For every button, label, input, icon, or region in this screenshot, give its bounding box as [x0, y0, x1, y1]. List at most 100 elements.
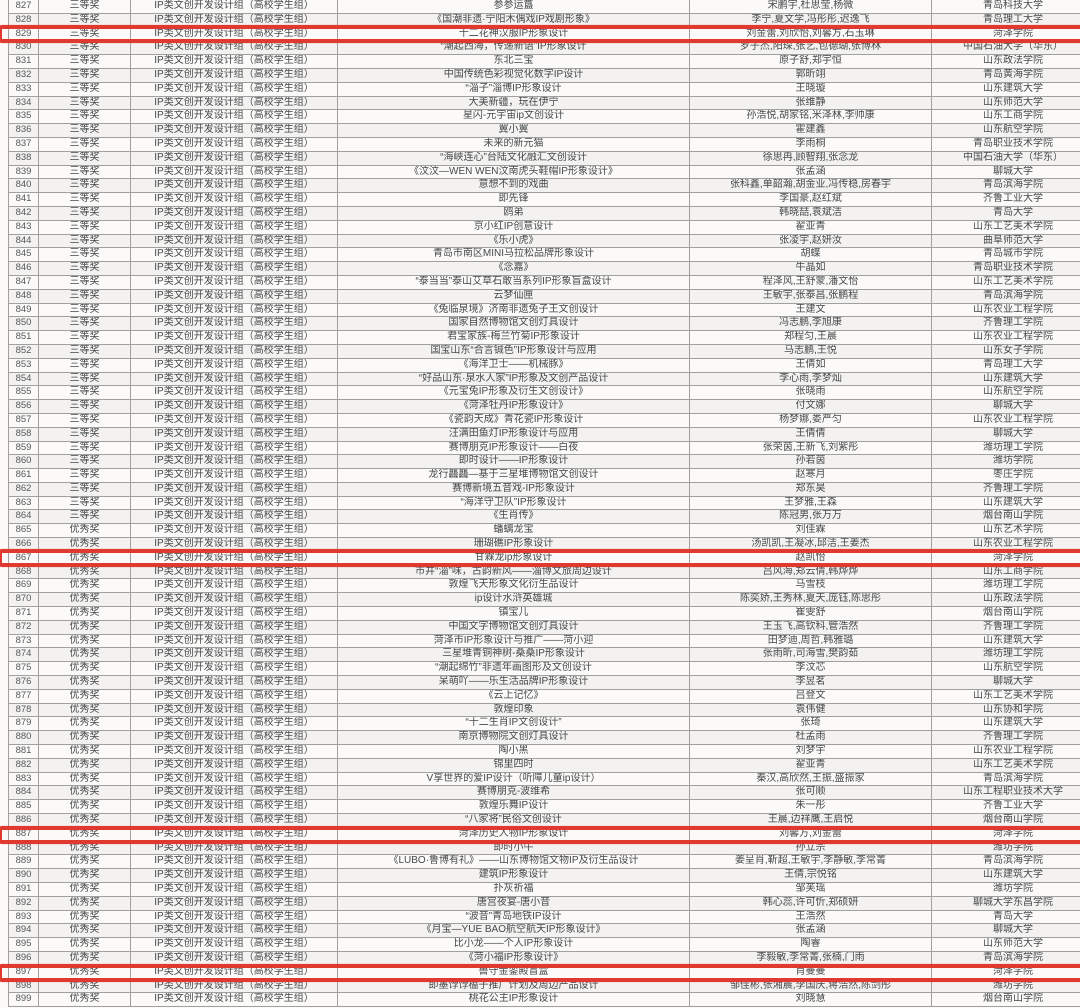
- cell-school: 潍坊理工学院: [931, 440, 1080, 456]
- cell-authors: 郑程匀,王晨: [689, 330, 932, 345]
- cell-work-title: 《海洋卫士——机械豚》: [337, 357, 690, 373]
- cell-work-title: “潮起西海，传递新语”IP形象设计: [337, 40, 690, 56]
- cell-award-level: 三等奖: [38, 205, 131, 221]
- cell-category: IP类文创开发设计组（高校学生组）: [130, 109, 338, 125]
- cell-row-number: 897: [8, 964, 39, 980]
- cell-category: IP类文创开发设计组（高校学生组）: [130, 578, 338, 594]
- cell-award-level: 三等奖: [38, 399, 131, 414]
- cell-school: 聊城大学: [931, 675, 1080, 690]
- cell-award-level: 三等奖: [38, 468, 131, 483]
- cell-school: 潍坊学院: [931, 978, 1080, 994]
- awards-table-wrap: 827 三等奖 IP类文创开发设计组（高校学生组） 参参运簋 宋鹏宇,杜思莹,杨…: [8, 0, 1080, 1008]
- cell-category: IP类文创开发设计组（高校学生组）: [130, 67, 338, 83]
- cell-award-level: 优秀奖: [38, 550, 131, 566]
- cell-authors: 陈冠男,张万万: [689, 509, 932, 525]
- cell-category: IP类文创开发设计组（高校学生组）: [130, 81, 338, 97]
- cell-authors: 冯志鹏,李旭康: [689, 316, 932, 332]
- cell-school: 聊城大学: [931, 399, 1080, 414]
- cell-school: 山东航空学院: [931, 385, 1080, 401]
- cell-category: IP类文创开发设计组（高校学生组）: [130, 509, 338, 525]
- cell-work-title: 未来的新元猫: [337, 136, 690, 152]
- cell-category: IP类文创开发设计组（高校学生组）: [130, 343, 338, 359]
- cell-category: IP类文创开发设计组（高校学生组）: [130, 192, 338, 207]
- cell-work-title: 建筑IP形象设计: [337, 868, 690, 883]
- cell-row-number: 860: [8, 454, 39, 470]
- cell-work-title: 市井“淄”味，古韵新风——淄博文旅周边设计: [337, 564, 690, 580]
- table-row: 835 三等奖 IP类文创开发设计组（高校学生组） 星闪-元宇宙ip文创设计 孙…: [8, 109, 1080, 125]
- table-row: 869 优秀奖 IP类文创开发设计组（高校学生组） 敦煌飞天形象文化衍生品设计 …: [8, 578, 1080, 594]
- cell-row-number: 880: [8, 730, 39, 746]
- cell-work-title: 菏泽历史人物IP形象设计: [337, 826, 690, 842]
- cell-work-title: 南京博物院文创灯具设计: [337, 730, 690, 746]
- cell-work-title: 敦煌乐舞IP设计: [337, 799, 690, 815]
- cell-award-level: 优秀奖: [38, 633, 131, 649]
- cell-category: IP类文创开发设计组（高校学生组）: [130, 757, 338, 773]
- cell-school: 烟台南山学院: [931, 992, 1080, 1008]
- cell-category: IP类文创开发设计组（高校学生组）: [130, 385, 338, 401]
- cell-school: 青岛职业技术学院: [931, 261, 1080, 276]
- cell-school: 山东工艺美术学院: [931, 219, 1080, 235]
- cell-work-title: “海峡连心”台陆文化融汇文创设计: [337, 150, 690, 166]
- cell-category: IP类文创开发设计组（高校学生组）: [130, 688, 338, 704]
- cell-authors: 秦汉,高欣然,王振,盛振家: [689, 771, 932, 787]
- table-row: 892 优秀奖 IP类文创开发设计组（高校学生组） 唐宫夜宴-唐小音 韩心蕊,许…: [8, 895, 1080, 911]
- table-row: 894 优秀奖 IP类文创开发设计组（高校学生组） 《月宝—YUE BAO航空航…: [8, 923, 1080, 939]
- cell-work-title: 《云上记忆》: [337, 688, 690, 704]
- cell-row-number: 828: [8, 12, 39, 28]
- cell-work-title: 桃花公主IP形象设计: [337, 992, 690, 1008]
- cell-authors: 郭昕翊: [689, 67, 932, 83]
- cell-category: IP类文创开发设计组（高校学生组）: [130, 606, 338, 621]
- cell-row-number: 871: [8, 606, 39, 621]
- table-row: 893 优秀奖 IP类文创开发设计组（高校学生组） “波音”青岛地铁IP设计 王…: [8, 909, 1080, 925]
- cell-row-number: 863: [8, 495, 39, 511]
- cell-authors: 邹芙瑶: [689, 882, 932, 897]
- cell-category: IP类文创开发设计组（高校学生组）: [130, 730, 338, 746]
- cell-category: IP类文创开发设计组（高校学生组）: [130, 978, 338, 994]
- table-row: 880 优秀奖 IP类文创开发设计组（高校学生组） 南京博物院文创灯具设计 杜孟…: [8, 730, 1080, 746]
- awards-table: 827 三等奖 IP类文创开发设计组（高校学生组） 参参运簋 宋鹏宇,杜思莹,杨…: [8, 0, 1080, 1008]
- cell-authors: 王倩,宗悦铭: [689, 868, 932, 883]
- cell-category: IP类文创开发设计组（高校学生组）: [130, 716, 338, 732]
- cell-school: 潍坊学院: [931, 840, 1080, 856]
- cell-award-level: 优秀奖: [38, 950, 131, 966]
- cell-award-level: 优秀奖: [38, 937, 131, 952]
- cell-award-level: 优秀奖: [38, 647, 131, 663]
- cell-category: IP类文创开发设计组（高校学生组）: [130, 399, 338, 414]
- table-row: 854 三等奖 IP类文创开发设计组（高校学生组） “好品山东·泉水人家”IP形…: [8, 371, 1080, 387]
- cell-school: 聊城大学: [931, 426, 1080, 442]
- table-row: 849 三等奖 IP类文创开发设计组（高校学生组） 《兔临泉境》济南非遗兔子王文…: [8, 302, 1080, 318]
- cell-row-number: 885: [8, 799, 39, 815]
- cell-authors: 孙浩悦,胡家铭,米泽林,李帅康: [689, 109, 932, 125]
- cell-school: 烟台南山学院: [931, 813, 1080, 828]
- table-row: 870 优秀奖 IP类文创开发设计组（高校学生组） ip设计水浒英雄城 陈奕娇,…: [8, 592, 1080, 608]
- cell-work-title: 鸥弟: [337, 205, 690, 221]
- table-row: 899 优秀奖 IP类文创开发设计组（高校学生组） 桃花公主IP形象设计 刘晓慧…: [8, 992, 1080, 1008]
- cell-school: 山东农业工程学院: [931, 744, 1080, 759]
- cell-award-level: 优秀奖: [38, 578, 131, 594]
- cell-award-level: 三等奖: [38, 302, 131, 318]
- cell-row-number: 831: [8, 54, 39, 69]
- cell-authors: 宋鹏宇,杜思莹,杨微: [689, 0, 932, 14]
- cell-work-title: 青岛市南区MINI马拉松品牌形象设计: [337, 247, 690, 263]
- cell-work-title: “波音”青岛地铁IP设计: [337, 909, 690, 925]
- cell-authors: 张琦: [689, 716, 932, 732]
- table-row: 881 优秀奖 IP类文创开发设计组（高校学生组） 陶小黑 刘梦宇 山东农业工程…: [8, 744, 1080, 759]
- cell-work-title: “好品山东·泉水人家”IP形象及文创产品设计: [337, 371, 690, 387]
- cell-award-level: 优秀奖: [38, 537, 131, 552]
- cell-work-title: 参参运簋: [337, 0, 690, 14]
- cell-category: IP类文创开发设计组（高校学生组）: [130, 799, 338, 815]
- cell-category: IP类文创开发设计组（高校学生组）: [130, 619, 338, 635]
- cell-award-level: 三等奖: [38, 412, 131, 428]
- cell-category: IP类文创开发设计组（高校学生组）: [130, 178, 338, 194]
- table-row: 867 优秀奖 IP类文创开发设计组（高校学生组） 甘霖龙ip形象设计 赵凯怡 …: [8, 550, 1080, 566]
- cell-award-level: 三等奖: [38, 385, 131, 401]
- cell-category: IP类文创开发设计组（高校学生组）: [130, 661, 338, 677]
- cell-work-title: 大美新疆，玩在伊宁: [337, 95, 690, 111]
- cell-award-level: 三等奖: [38, 509, 131, 525]
- table-row: 851 三等奖 IP类文创开发设计组（高校学生组） 君宝家族-梅兰竹菊IP形象设…: [8, 330, 1080, 345]
- cell-school: 齐鲁工业大学: [931, 192, 1080, 207]
- cell-award-level: 三等奖: [38, 123, 131, 138]
- cell-school: 菏泽学院: [931, 26, 1080, 42]
- cell-category: IP类文创开发设计组（高校学生组）: [130, 923, 338, 939]
- cell-authors: 杜孟雨: [689, 730, 932, 746]
